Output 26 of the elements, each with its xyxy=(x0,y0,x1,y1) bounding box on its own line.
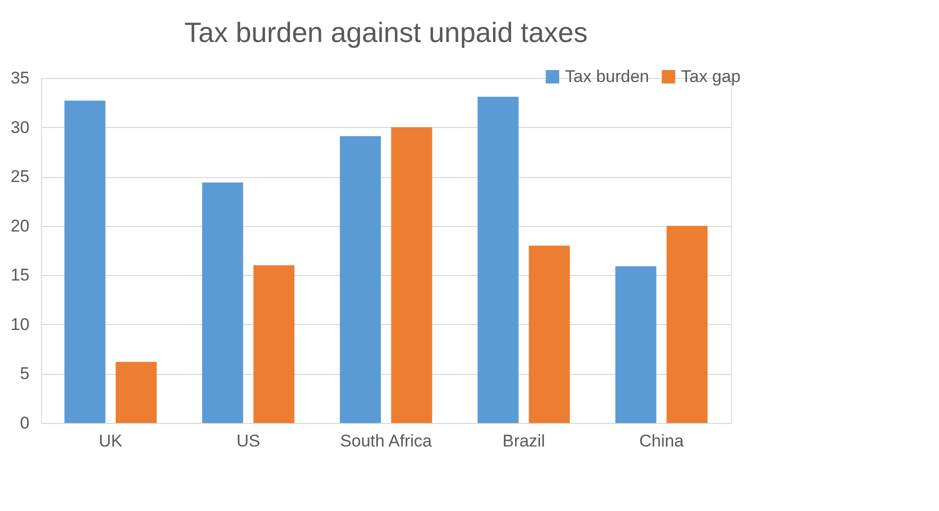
y-tick-label: 5 xyxy=(20,364,30,384)
bar xyxy=(391,127,432,423)
bar xyxy=(615,266,656,423)
x-tick-label: UK xyxy=(98,432,124,450)
y-tick-label: 25 xyxy=(10,167,30,186)
bar xyxy=(528,246,570,423)
x-tick-label: China xyxy=(639,432,684,450)
bar xyxy=(340,136,381,423)
x-tick-label: US xyxy=(236,432,260,450)
bar xyxy=(478,96,519,423)
bar xyxy=(202,182,244,423)
y-tick-label: 10 xyxy=(10,314,30,334)
chart-title: Tax burden against unpaid taxes xyxy=(184,17,588,48)
y-tick-label: 15 xyxy=(10,266,30,285)
x-tick-label: South Africa xyxy=(340,432,432,450)
y-tick-label: 0 xyxy=(20,414,30,432)
bar xyxy=(64,100,106,423)
y-tick-label: 35 xyxy=(10,68,30,88)
bar xyxy=(253,265,294,423)
legend-label: Tax gap xyxy=(681,66,741,86)
legend-label: Tax burden xyxy=(565,66,650,86)
x-tick-label: Brazil xyxy=(502,432,545,450)
y-tick-label: 20 xyxy=(10,216,30,236)
bar xyxy=(666,226,708,423)
bar xyxy=(116,362,157,423)
y-tick-label: 30 xyxy=(10,118,30,137)
